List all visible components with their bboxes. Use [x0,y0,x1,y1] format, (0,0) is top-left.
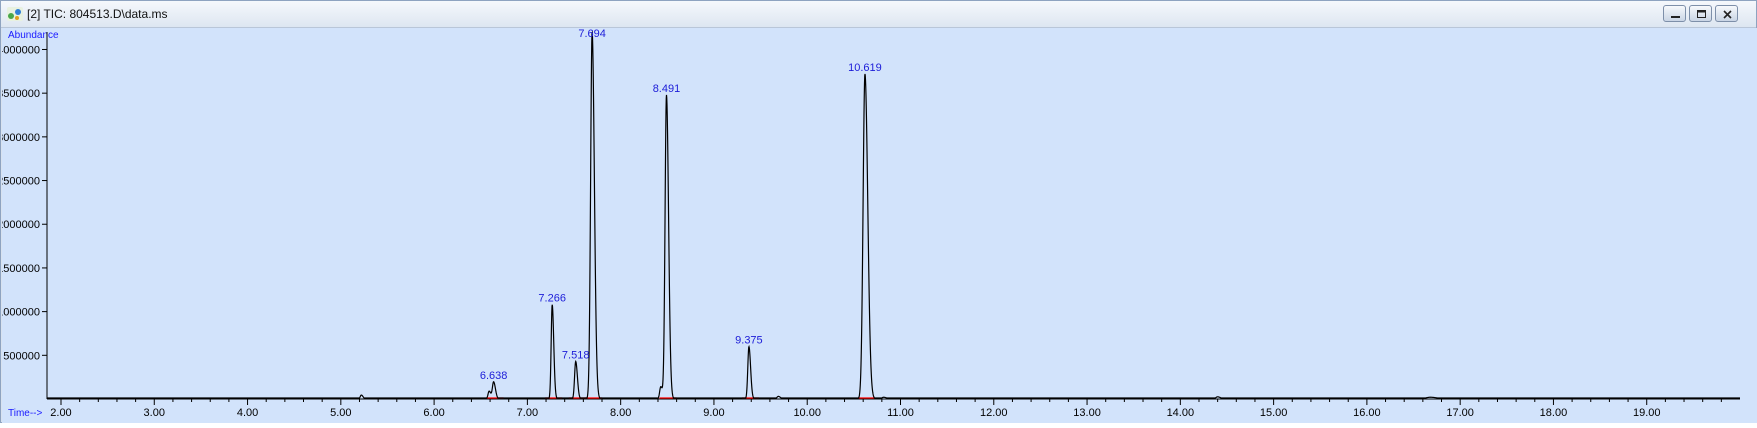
y-tick-label: 1000000 [2,307,40,319]
x-tick-label: 10.00 [793,407,821,419]
peak-label: 7.266 [538,293,566,305]
x-tick-label: 5.00 [330,407,351,419]
restore-icon [1697,10,1706,18]
x-tick-label: 11.00 [887,407,914,419]
chromatogram-chart[interactable]: Abundance Time--> 500000 1000000 1500000 20… [0,28,1757,423]
x-tick-label: 15.00 [1260,407,1288,419]
close-button[interactable] [1715,5,1738,22]
y-tick-label: 2500000 [2,176,40,188]
x-tick-label: 18.00 [1540,407,1568,419]
x-tick-label: 19.00 [1633,407,1661,419]
y-tick-label: 2000000 [2,219,40,231]
x-tick-label: 2.00 [50,407,71,419]
y-tick-label: 3000000 [2,132,40,144]
x-tick-label: 13.00 [1073,407,1101,419]
chromatogram-app-icon [7,7,23,21]
close-icon [1723,10,1732,19]
y-tick-label: 3500000 [2,88,40,100]
peak-labels: 6.638 7.266 7.518 7.694 8.491 9.375 10.619 [480,28,882,382]
x-tick-label: 3.00 [144,407,165,419]
x-tick-label: 4.00 [237,407,258,419]
tic-trace [47,30,1740,399]
minimize-icon [1671,16,1680,18]
plot-area[interactable]: Abundance Time--> 500000 1000000 1500000 20… [0,28,1757,423]
x-tick-label: 12.00 [980,407,1008,419]
y-tick-label: 500000 [3,350,40,362]
x-ticks: 2.00 3.00 4.00 5.00 6.00 7.00 8.00 9.00 10.00 11.… [50,399,1660,419]
x-tick-label: 8.00 [610,407,631,419]
minimize-button[interactable] [1663,5,1686,22]
peak-label: 9.375 [735,335,763,347]
peak-label: 6.638 [480,370,508,382]
peak-label: 7.518 [562,349,590,361]
y-tick-label: 1500000 [2,263,40,275]
x-tick-label: 17.00 [1446,407,1474,419]
x-tick-label: 14.00 [1167,407,1195,419]
peak-label: 7.694 [578,28,606,40]
y-ticks: 500000 1000000 1500000 2000000 2500000 300000… [0,44,47,362]
x-axis-title: Time--> [8,408,43,419]
x-tick-label: 9.00 [703,407,724,419]
title-bar[interactable]: [2] TIC: 804513.D\data.ms [1,1,1756,28]
x-minor-ticks [79,399,1722,402]
x-tick-label: 7.00 [517,407,538,419]
restore-button[interactable] [1689,5,1712,22]
x-tick-label: 6.00 [423,407,444,419]
peak-label: 10.619 [848,62,882,74]
x-tick-label: 16.00 [1353,407,1381,419]
y-axis-title: Abundance [8,30,59,41]
y-tick-label: 4000000 [2,44,40,56]
peak-label: 8.491 [653,83,681,95]
window-title: [2] TIC: 804513.D\data.ms [27,7,168,21]
